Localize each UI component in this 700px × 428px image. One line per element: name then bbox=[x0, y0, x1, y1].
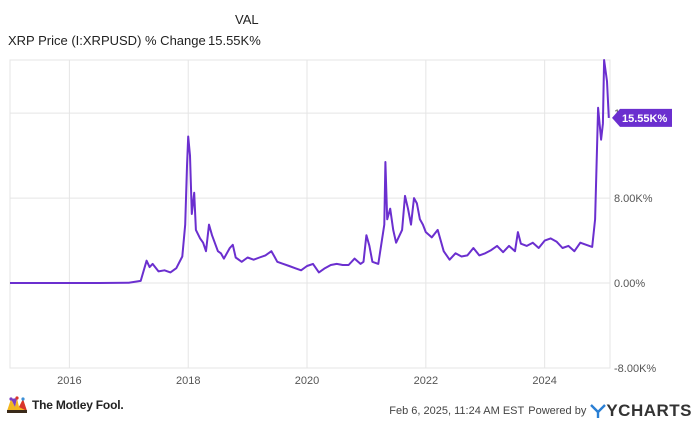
motley-fool-branding: The Motley Fool. bbox=[6, 396, 124, 414]
ycharts-logo[interactable]: YCHARTS bbox=[590, 401, 692, 421]
plot-frame bbox=[9, 59, 611, 369]
x-tick-label: 2022 bbox=[414, 375, 438, 387]
motley-fool-logo-text: The Motley Fool. bbox=[32, 398, 124, 412]
ycharts-y-icon bbox=[590, 404, 607, 418]
last-value-label-text: 15.55K% bbox=[622, 113, 667, 125]
x-tick-label: 2016 bbox=[57, 375, 81, 387]
axis-tick-labels: -8.00K%0.00%8.00K%16.00K%201620182020202… bbox=[57, 108, 659, 387]
series-line-xrp bbox=[10, 59, 610, 284]
last-value-label-bg bbox=[612, 108, 672, 127]
grid-lines bbox=[9, 59, 611, 369]
timestamp-text: Feb 6, 2025, 11:24 AM EST bbox=[389, 405, 525, 417]
attribution: Feb 6, 2025, 11:24 AM EST Powered by YCH… bbox=[389, 401, 692, 421]
legend-series-name: XRP Price (I:XRPUSD) % Change bbox=[8, 33, 206, 48]
jester-hat-icon bbox=[7, 396, 27, 413]
legend-series-value: 15.55K% bbox=[208, 33, 261, 48]
y-tick-label: 8.00K% bbox=[614, 193, 653, 205]
x-tick-label: 2020 bbox=[295, 375, 319, 387]
x-tick-label: 2018 bbox=[176, 375, 200, 387]
y-tick-label: 0.00% bbox=[614, 278, 645, 290]
y-tick-label: -8.00K% bbox=[614, 363, 656, 375]
powered-by-text: Powered by bbox=[528, 405, 587, 417]
last-value-label[interactable]: 15.55K% bbox=[612, 108, 672, 127]
ycharts-logo-text: YCHARTS bbox=[606, 401, 692, 420]
legend-val-header: VAL bbox=[235, 12, 259, 27]
x-tick-label: 2024 bbox=[532, 375, 556, 387]
